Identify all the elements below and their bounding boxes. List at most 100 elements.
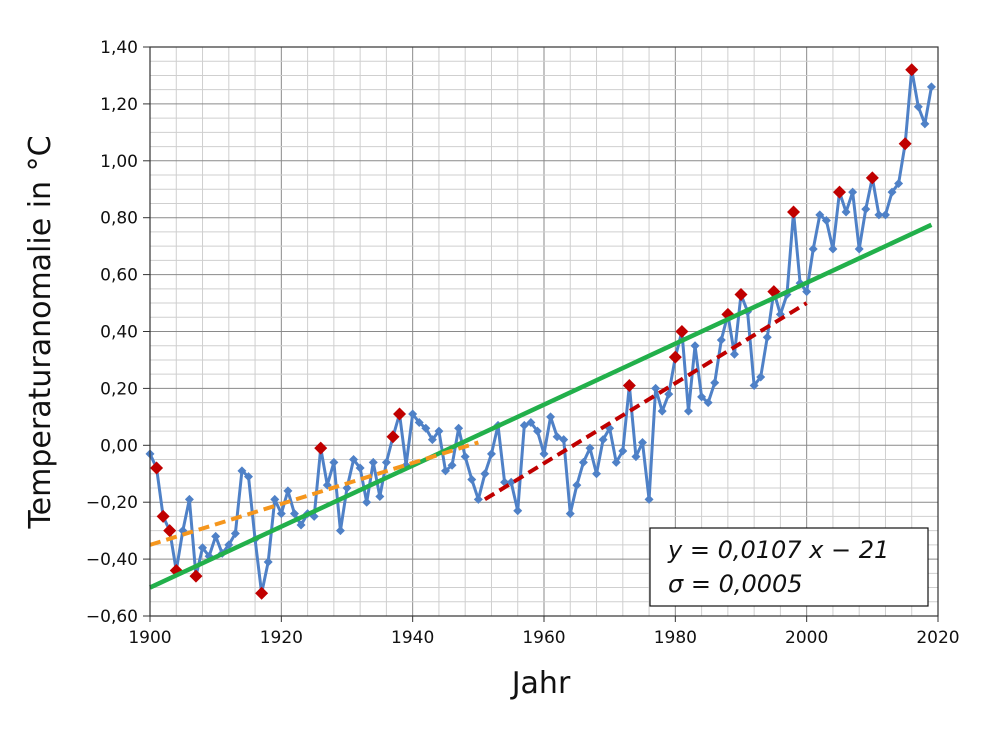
data-point bbox=[283, 486, 293, 496]
x-axis-label: Jahr bbox=[510, 666, 571, 701]
data-point bbox=[828, 244, 838, 254]
data-point bbox=[611, 457, 621, 467]
data-point bbox=[421, 423, 431, 433]
record-point bbox=[865, 171, 879, 185]
trend-lines bbox=[149, 222, 933, 590]
data-point bbox=[578, 457, 588, 467]
data-point bbox=[447, 460, 457, 470]
data-point bbox=[913, 102, 923, 112]
record-point bbox=[189, 569, 203, 583]
data-point bbox=[546, 412, 556, 422]
x-tick-label: 1960 bbox=[522, 628, 565, 648]
data-point bbox=[434, 426, 444, 436]
data-point bbox=[368, 457, 378, 467]
data-point bbox=[486, 449, 496, 459]
axes bbox=[149, 46, 939, 617]
data-point bbox=[381, 457, 391, 467]
data-point bbox=[756, 372, 766, 382]
y-tick-label: 0,20 bbox=[100, 379, 138, 399]
y-tick-label: −0,40 bbox=[86, 550, 138, 570]
data-point bbox=[683, 406, 693, 416]
data-point bbox=[592, 469, 602, 479]
x-tick-label: 2020 bbox=[916, 628, 959, 648]
data-point bbox=[657, 406, 667, 416]
data-point bbox=[244, 472, 253, 482]
data-point bbox=[289, 509, 299, 519]
record-point bbox=[734, 288, 748, 302]
equation-box: y = 0,0107 x − 21 σ = 0,0005 bbox=[649, 527, 929, 607]
record-point bbox=[622, 379, 636, 393]
y-tick-label: 1,40 bbox=[100, 38, 138, 58]
data-point bbox=[349, 455, 359, 465]
data-point bbox=[184, 494, 194, 504]
data-point bbox=[441, 466, 450, 476]
data-point bbox=[473, 494, 483, 504]
data-point bbox=[408, 409, 418, 419]
record-point bbox=[393, 407, 407, 421]
data-point bbox=[480, 469, 490, 479]
data-point bbox=[762, 332, 772, 342]
x-tick-label: 2000 bbox=[785, 628, 828, 648]
data-point bbox=[454, 423, 464, 433]
data-point bbox=[703, 398, 713, 408]
y-tick-label: 0,00 bbox=[100, 436, 138, 456]
data-point bbox=[618, 446, 628, 456]
data-point bbox=[270, 494, 280, 504]
x-tick-label: 1920 bbox=[260, 628, 303, 648]
data-point bbox=[565, 509, 575, 519]
y-tick-label: 0,60 bbox=[100, 266, 138, 286]
data-point bbox=[821, 216, 831, 226]
y-tick-label: 1,00 bbox=[100, 152, 138, 172]
data-point bbox=[585, 443, 595, 453]
data-point bbox=[808, 244, 818, 254]
plot-frame bbox=[149, 46, 939, 617]
y-tick-label: 0,80 bbox=[100, 209, 138, 229]
data-point bbox=[513, 506, 523, 516]
data-point bbox=[460, 452, 470, 462]
data-point bbox=[894, 179, 904, 189]
data-point bbox=[710, 378, 720, 388]
data-point bbox=[198, 543, 208, 553]
data-point bbox=[841, 207, 851, 217]
data-point bbox=[861, 204, 871, 214]
record-point bbox=[787, 205, 801, 219]
trend-1900-2019 bbox=[149, 222, 933, 590]
record-point bbox=[150, 461, 164, 475]
data-point bbox=[729, 349, 739, 359]
data-point bbox=[815, 210, 825, 220]
data-point bbox=[920, 119, 930, 129]
record-point bbox=[668, 350, 682, 364]
y-axis-label: Temperaturanomalie in °C bbox=[23, 135, 58, 529]
sigma-text: σ = 0,0005 bbox=[668, 570, 803, 598]
data-point bbox=[690, 341, 700, 351]
data-point bbox=[664, 389, 674, 399]
data-point bbox=[355, 463, 365, 473]
record-point bbox=[163, 524, 177, 538]
data-point bbox=[362, 497, 372, 507]
y-tick-label: −0,60 bbox=[86, 607, 138, 627]
data-point bbox=[552, 432, 562, 442]
data-point bbox=[598, 435, 608, 445]
data-point bbox=[539, 449, 549, 459]
data-point bbox=[526, 418, 536, 428]
data-point bbox=[532, 426, 542, 436]
data-point bbox=[224, 540, 234, 550]
data-point bbox=[697, 392, 707, 402]
data-point bbox=[874, 210, 884, 220]
data-point bbox=[375, 492, 385, 502]
record-point bbox=[675, 325, 689, 338]
data-point bbox=[716, 335, 726, 345]
data-point bbox=[276, 509, 286, 519]
y-tick-label: 0,40 bbox=[100, 323, 138, 343]
data-point bbox=[263, 557, 273, 567]
data-point bbox=[230, 528, 240, 538]
data-point bbox=[572, 480, 582, 490]
data-point bbox=[296, 520, 306, 530]
data-point bbox=[211, 531, 221, 541]
data-point bbox=[887, 187, 897, 197]
record-point bbox=[156, 509, 170, 523]
x-tick-label: 1980 bbox=[654, 628, 697, 648]
x-tick-label: 1940 bbox=[391, 628, 434, 648]
data-point bbox=[519, 420, 529, 430]
